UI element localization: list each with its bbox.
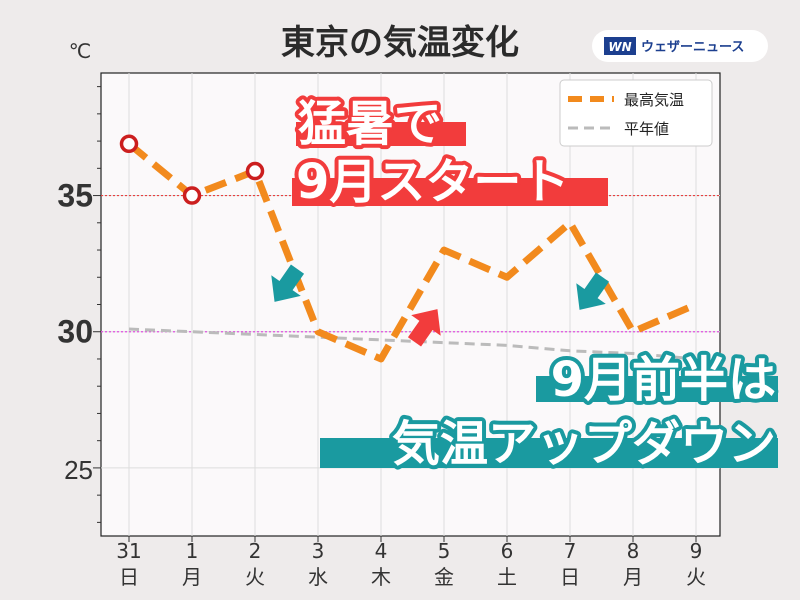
y-minor-ticks — [93, 86, 101, 523]
y-tick-label-25: 25 — [64, 455, 93, 485]
x-tick-label-weekday-5: 金 — [434, 565, 454, 589]
arrow-down-left-2 — [576, 272, 610, 310]
x-tick-label-date-6: 6 — [501, 539, 514, 563]
x-tick-label-date-5: 5 — [438, 539, 451, 563]
x-tick-label-weekday-9: 火 — [686, 565, 706, 589]
arrow-up-right — [407, 309, 441, 347]
x-tick-label-weekday-3: 水 — [308, 565, 328, 589]
banner-september-updown: 9月前半は 気温アップダウン — [320, 348, 780, 476]
chart-title: 東京の気温変化 — [281, 23, 519, 63]
x-tick-label-date-7: 7 — [564, 539, 577, 563]
x-tick-label-weekday-1: 月 — [182, 565, 202, 589]
x-tick-label-weekday-6: 土 — [497, 565, 517, 589]
x-tick-label-date-8: 8 — [627, 539, 640, 563]
x-tick-label-date-3: 3 — [312, 539, 325, 563]
banner-line-1: 猛暑で — [298, 96, 442, 152]
x-tick-label-date-2: 2 — [249, 539, 262, 563]
banner-heat-start: 猛暑で 9月スタート — [292, 92, 608, 214]
logo-mark: WN — [608, 40, 631, 54]
banner-line-3: 9月前半は — [551, 352, 776, 408]
observed-markers — [119, 134, 265, 205]
x-tick-label-weekday-2: 火 — [245, 565, 265, 589]
x-tick-label-date-9: 9 — [690, 539, 703, 563]
x-tick-label-weekday-7: 日 — [560, 565, 580, 589]
x-tick-label-weekday-8: 月 — [623, 565, 643, 589]
y-axis-unit: ℃ — [69, 39, 91, 63]
y-tick-label-35: 35 — [57, 178, 93, 214]
x-tick-label-date-0: 31 — [116, 539, 141, 563]
data-point-observed-1 — [182, 186, 202, 205]
y-tick-label-30: 30 — [57, 314, 93, 350]
legend-label-normal: 平年値 — [624, 120, 669, 138]
data-point-observed-0 — [119, 134, 139, 154]
x-tick-label-date-1: 1 — [186, 539, 199, 563]
series-line-normal — [128, 327, 697, 361]
arrow-down-left-1 — [271, 264, 305, 302]
x-tick-label-weekday-4: 木 — [371, 565, 391, 589]
y-axis-ticks: 25 30 35 — [57, 178, 93, 485]
series-lines — [126, 141, 698, 363]
legend: 最高気温 平年値 — [559, 79, 713, 147]
logo-text: ウェザーニュース — [641, 40, 744, 55]
x-tick-label-weekday-0: 日 — [119, 565, 139, 589]
banner-line-2: 9月スタート — [296, 154, 569, 210]
data-point-observed-2 — [245, 161, 265, 181]
weathernews-logo: WN ウェザーニュース — [592, 30, 768, 62]
x-tick-label-date-4: 4 — [375, 539, 388, 563]
legend-label-max-temp: 最高気温 — [624, 91, 684, 109]
series-line-max-temp — [126, 141, 698, 363]
banner-line-4: 気温アップダウン — [392, 416, 776, 472]
